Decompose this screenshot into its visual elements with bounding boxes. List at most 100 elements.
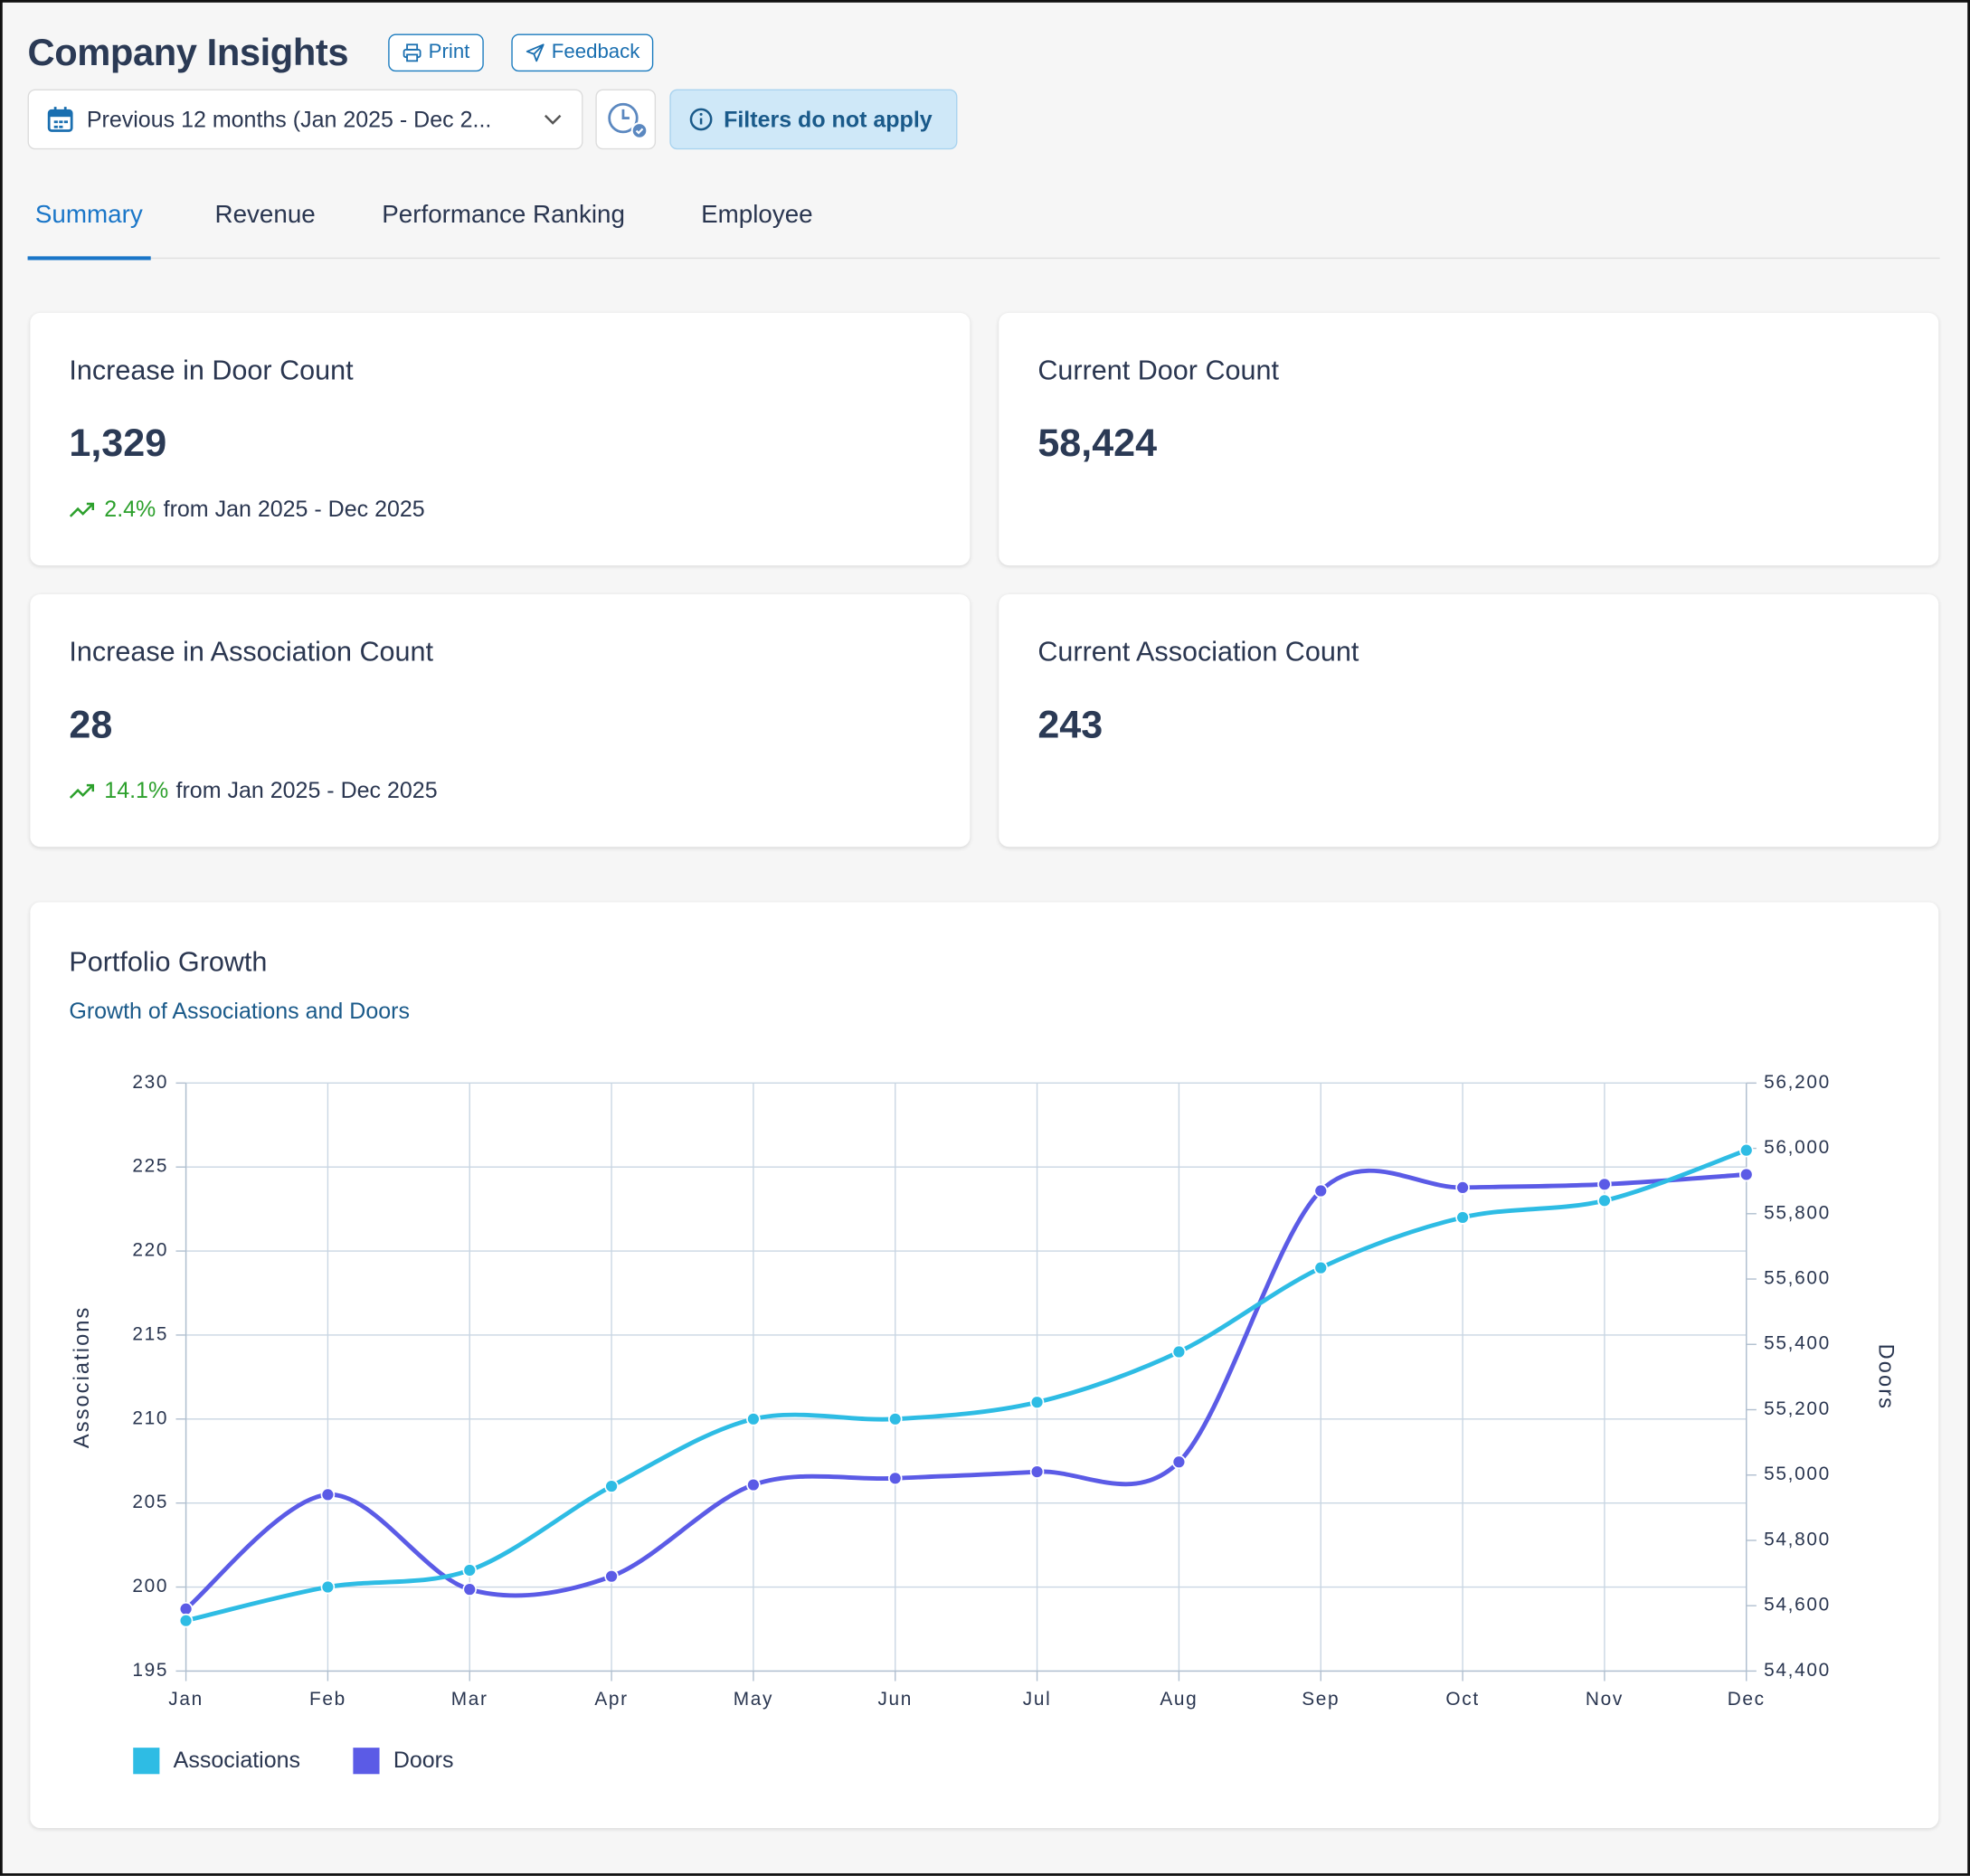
kpi-card: Increase in Door Count 1,329 2.4% from Ja… <box>30 312 971 566</box>
data-point <box>178 1602 194 1616</box>
x-tick-label: Feb <box>309 1689 346 1710</box>
data-point <box>1313 1260 1329 1275</box>
card-title: Increase in Door Count <box>69 354 354 386</box>
date-range-dropdown[interactable]: Previous 12 months (Jan 2025 - Dec 2... <box>27 89 583 150</box>
y-tick-label: 225 <box>132 1156 168 1177</box>
change-period: from Jan 2025 - Dec 2025 <box>163 496 425 522</box>
y-tick-label: 220 <box>132 1240 168 1261</box>
card-change: 2.4% from Jan 2025 - Dec 2025 <box>69 496 425 523</box>
y2-tick-label: 54,400 <box>1764 1660 1831 1681</box>
date-range-label: Previous 12 months (Jan 2025 - Dec 2... <box>86 106 492 132</box>
data-point <box>604 1479 619 1493</box>
feedback-label: Feedback <box>551 41 640 63</box>
y2-tick-label: 56,000 <box>1764 1137 1831 1158</box>
y-tick-label: 215 <box>132 1323 168 1344</box>
chart-card <box>30 902 1939 1829</box>
legend-swatch <box>353 1748 380 1775</box>
card-value: 243 <box>1037 702 1103 747</box>
chart-subtitle: Growth of Associations and Doors <box>69 999 410 1024</box>
y-tick-label: 230 <box>132 1072 168 1093</box>
data-point <box>1171 1454 1187 1470</box>
y2-tick-label: 55,600 <box>1764 1268 1831 1289</box>
y2-tick-label: 55,800 <box>1764 1202 1831 1223</box>
data-point <box>320 1579 336 1595</box>
send-icon <box>526 43 545 62</box>
series-line <box>185 1148 1747 1624</box>
card-value: 28 <box>69 702 113 747</box>
data-point <box>1738 1167 1754 1182</box>
y2-tick-label: 54,600 <box>1764 1595 1831 1615</box>
print-button[interactable]: Print <box>388 33 484 72</box>
chevron-icon <box>544 114 562 125</box>
card-value: 1,329 <box>69 421 167 465</box>
x-tick-label: Jan <box>168 1689 204 1710</box>
page-title: Company Insights <box>27 33 349 74</box>
tab[interactable]: Performance Ranking <box>382 201 625 229</box>
x-tick-label: Mar <box>451 1689 488 1710</box>
y-tick-label: 195 <box>132 1660 168 1681</box>
y2-tick-label: 56,200 <box>1764 1072 1831 1093</box>
kpi-card: Current Association Count 243 <box>999 594 1939 848</box>
data-point <box>887 1412 903 1426</box>
card-value: 58,424 <box>1037 421 1158 465</box>
data-point <box>178 1613 194 1628</box>
print-icon <box>403 43 421 62</box>
info-icon <box>689 108 713 131</box>
data-point <box>604 1568 619 1584</box>
history-button[interactable] <box>595 89 657 150</box>
y-tick-label: 200 <box>132 1576 168 1596</box>
tab-bar: Summary Revenue Performance Ranking Employe… <box>27 191 1940 261</box>
notice-label: Filters do not apply <box>724 106 933 132</box>
kpi-card: Increase in Association Count 28 14.1% fr… <box>30 594 971 848</box>
chart-title: Portfolio Growth <box>69 946 267 977</box>
x-tick-label: Aug <box>1160 1689 1198 1710</box>
data-point <box>320 1487 336 1502</box>
x-tick-label: Dec <box>1728 1689 1766 1710</box>
legend-swatch <box>133 1748 160 1775</box>
data-point <box>1597 1177 1612 1192</box>
calendar-icon <box>47 107 73 132</box>
x-tick-label: Jun <box>877 1689 913 1710</box>
chart: Portfolio Growth Growth of Associations … <box>69 946 1897 1775</box>
data-point <box>746 1412 761 1426</box>
x-tick-label: Jul <box>1023 1689 1052 1710</box>
y2-tick-label: 55,000 <box>1764 1464 1831 1484</box>
y-tick-label: 205 <box>132 1492 168 1512</box>
filters-notice: Filters do not apply <box>669 89 958 150</box>
legend-label: Doors <box>393 1748 454 1773</box>
x-tick-label: Apr <box>594 1689 628 1710</box>
y-tick-label: 210 <box>132 1407 168 1428</box>
legend-label: Associations <box>174 1748 300 1773</box>
card-title: Increase in Association Count <box>69 635 433 668</box>
tab[interactable]: Summary <box>27 201 151 261</box>
card-title: Current Door Count <box>1037 354 1280 386</box>
change-percent: 14.1% <box>104 777 169 803</box>
data-point <box>462 1563 478 1578</box>
data-point <box>1455 1180 1470 1195</box>
feedback-button[interactable]: Feedback <box>511 33 654 72</box>
data-point <box>1029 1395 1045 1410</box>
y2-tick-label: 55,200 <box>1764 1398 1831 1419</box>
change-percent: 2.4% <box>104 496 156 522</box>
change-period: from Jan 2025 - Dec 2025 <box>175 777 438 803</box>
y2-axis-label: Doors <box>1873 1344 1897 1410</box>
data-point <box>462 1582 478 1596</box>
y-axis-label: Associations <box>71 1306 94 1449</box>
tab[interactable]: Employee <box>701 201 813 229</box>
print-label: Print <box>428 41 470 63</box>
data-point <box>1455 1210 1470 1225</box>
data-point <box>887 1471 903 1486</box>
card-title: Current Association Count <box>1037 635 1359 668</box>
data-point <box>746 1477 761 1492</box>
x-tick-label: Sep <box>1302 1689 1340 1710</box>
kpi-card: Current Door Count 58,424 <box>999 312 1939 566</box>
card-change: 14.1% from Jan 2025 - Dec 2025 <box>69 777 438 804</box>
data-point <box>1597 1193 1612 1208</box>
data-point <box>1171 1344 1187 1360</box>
tab[interactable]: Revenue <box>214 201 316 229</box>
x-tick-label: May <box>734 1689 773 1710</box>
trend-icon <box>69 783 95 799</box>
x-tick-label: Oct <box>1445 1689 1479 1710</box>
trend-icon <box>69 502 95 517</box>
